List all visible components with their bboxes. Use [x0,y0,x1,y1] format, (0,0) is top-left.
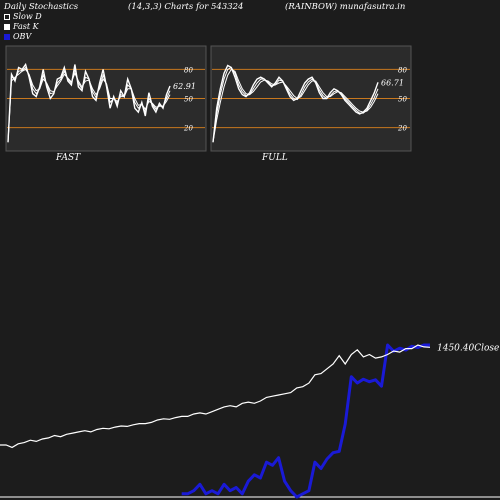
price-value: 1450.40 [437,343,474,353]
full-stochastics-caption: FULL [261,153,288,163]
full-stochastics-tick-label: 20 [397,125,407,133]
fast-stochastics-tick-label: 80 [184,66,193,74]
fast-stochastics-last-value-label: 62.91 [173,82,196,91]
full-stochastics-tick-label: 50 [398,96,407,104]
fast-stochastics-series-line-2 [7,68,171,143]
legend-item-slow-d: Slow D [4,12,42,22]
obv-line [181,343,430,499]
fast-stochastics-caption: FAST [55,153,81,163]
legend-item-fast-k: Fast K [4,22,42,32]
legend-item-obv: OBV [4,32,42,42]
legend-label-fast-k: Fast K [13,22,39,31]
fast-stochastics-tick-label: 50 [184,96,193,104]
chart-heading-center: (14,3,3) Charts for 543324 [128,2,244,12]
fast-k-swatch [4,24,10,30]
chart-heading-left: Daily Stochastics [4,2,79,12]
fast-stochastics-tick-label: 20 [183,125,193,133]
full-stochastics-tick-label: 80 [398,66,407,74]
price-suffix: Close [474,343,499,353]
fast-stochastics-series-line-1 [7,66,171,143]
obv-swatch [4,34,10,40]
legend-label-slow-d: Slow D [13,12,42,21]
price-close-label: 1450.40Close [437,343,499,353]
full-stochastics-series-line-1 [212,66,379,143]
chart-heading-right: (RAINBOW) munafasutra.in [285,2,406,12]
price-line [0,344,431,449]
full-stochastics-last-value-label: 66.71 [381,78,404,87]
legend-label-obv: OBV [13,32,32,41]
slow-d-swatch [4,14,10,20]
legend: Slow D Fast K OBV [4,12,42,42]
full-stochastics-series-line-2 [212,68,379,143]
